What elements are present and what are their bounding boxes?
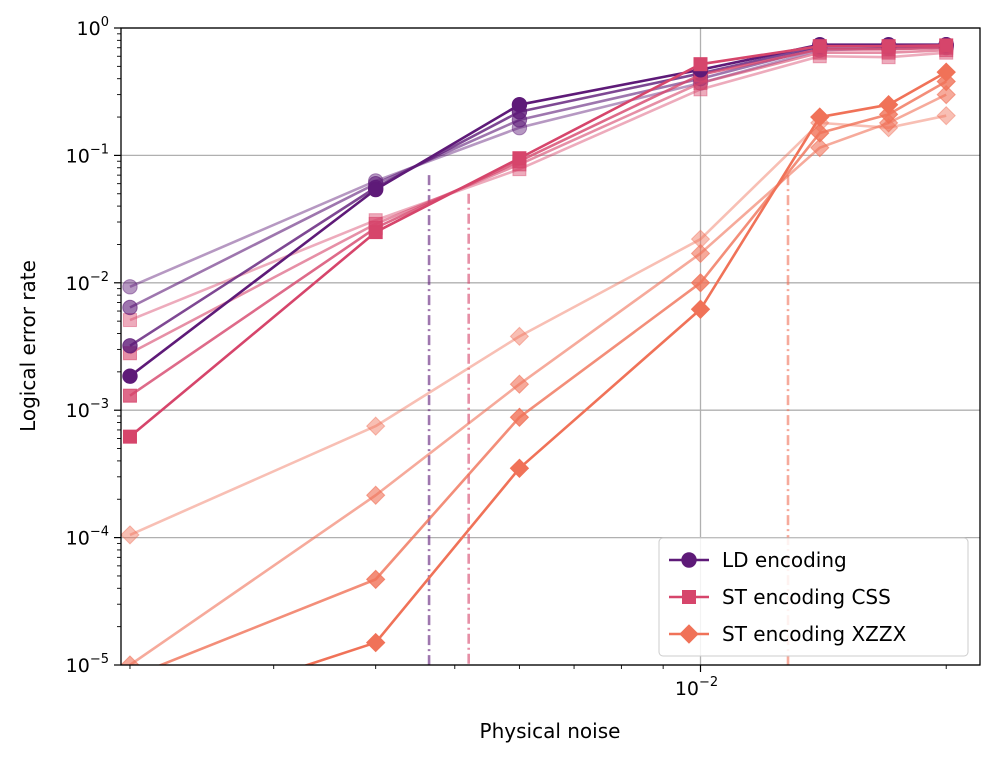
legend-entry: LD encoding [669,548,847,572]
y-tick-label: 100 [77,15,109,40]
legend-entry: ST encoding XZZX [669,622,907,646]
data-point [810,137,830,158]
data-point [509,374,530,394]
data-point [367,181,384,198]
data-point [690,273,711,293]
data-point [509,326,530,347]
series-line [129,114,947,537]
series-st-encoding-xzzx-d4 [121,105,956,545]
data-point [365,416,386,436]
data-point [365,569,386,590]
data-point [121,668,139,686]
x-tick-label: 10−2 [675,675,718,700]
data-point [122,313,137,328]
plot-frame [120,27,981,666]
legend-label: LD encoding [722,548,847,572]
series-line [129,46,947,289]
series-st-encoding-css-d3 [122,43,954,361]
y-axis-label: Logical error rate [16,260,40,432]
data-point [939,38,954,53]
data-point [881,39,896,54]
series-line [129,48,947,355]
series-ld-encoding-d4 [122,40,954,295]
legend-label: ST encoding CSS [722,585,891,609]
series-ld-encoding-d1 [122,36,954,384]
data-point [812,39,827,54]
y-tick-label: 10−5 [66,652,109,677]
data-point [122,368,138,384]
data-point [122,299,138,316]
data-point [936,84,956,105]
data-point [936,62,956,82]
data-point [810,107,830,127]
legend-entry: ST encoding CSS [669,585,891,609]
series-st-encoding-css-d4 [122,45,954,328]
data-point [122,338,138,354]
data-point [936,105,956,126]
series-st-encoding-xzzx-d1 [121,62,956,732]
legend-box [658,537,969,657]
series-ld-encoding-d2 [122,36,954,354]
x-axis-label: Physical noise [480,719,621,743]
series-line [129,51,947,322]
data-point [690,243,711,264]
data-point [121,714,139,732]
data-point [122,279,138,295]
series-line [129,44,947,438]
legend: LD encoding ST encoding CSS ST encoding XZ… [658,537,969,657]
y-tick-label: 10−1 [66,142,109,167]
data-point [365,485,386,505]
data-point [121,655,140,665]
data-point [509,458,530,478]
data-point [122,429,137,444]
data-point [690,299,711,319]
data-point [878,94,899,115]
data-point [368,225,383,240]
data-point [365,632,386,653]
y-tick-label: 10−4 [66,525,109,550]
data-point [511,97,528,113]
data-point [810,123,830,143]
series-st-encoding-css-d2 [122,40,954,403]
series-line [129,43,947,347]
data-point [509,407,530,427]
legend-marker [682,590,696,604]
data-point [121,525,140,545]
series-st-encoding-css-d1 [122,38,954,444]
data-point [512,151,527,166]
y-tick-label: 10−2 [66,270,109,295]
data-point [122,388,137,403]
legend-marker [681,552,697,568]
data-point [693,57,708,72]
legend-marker [679,624,699,644]
y-tick-label: 10−3 [66,397,109,422]
data-series [121,36,956,732]
legend-label: ST encoding XZZX [722,622,907,646]
